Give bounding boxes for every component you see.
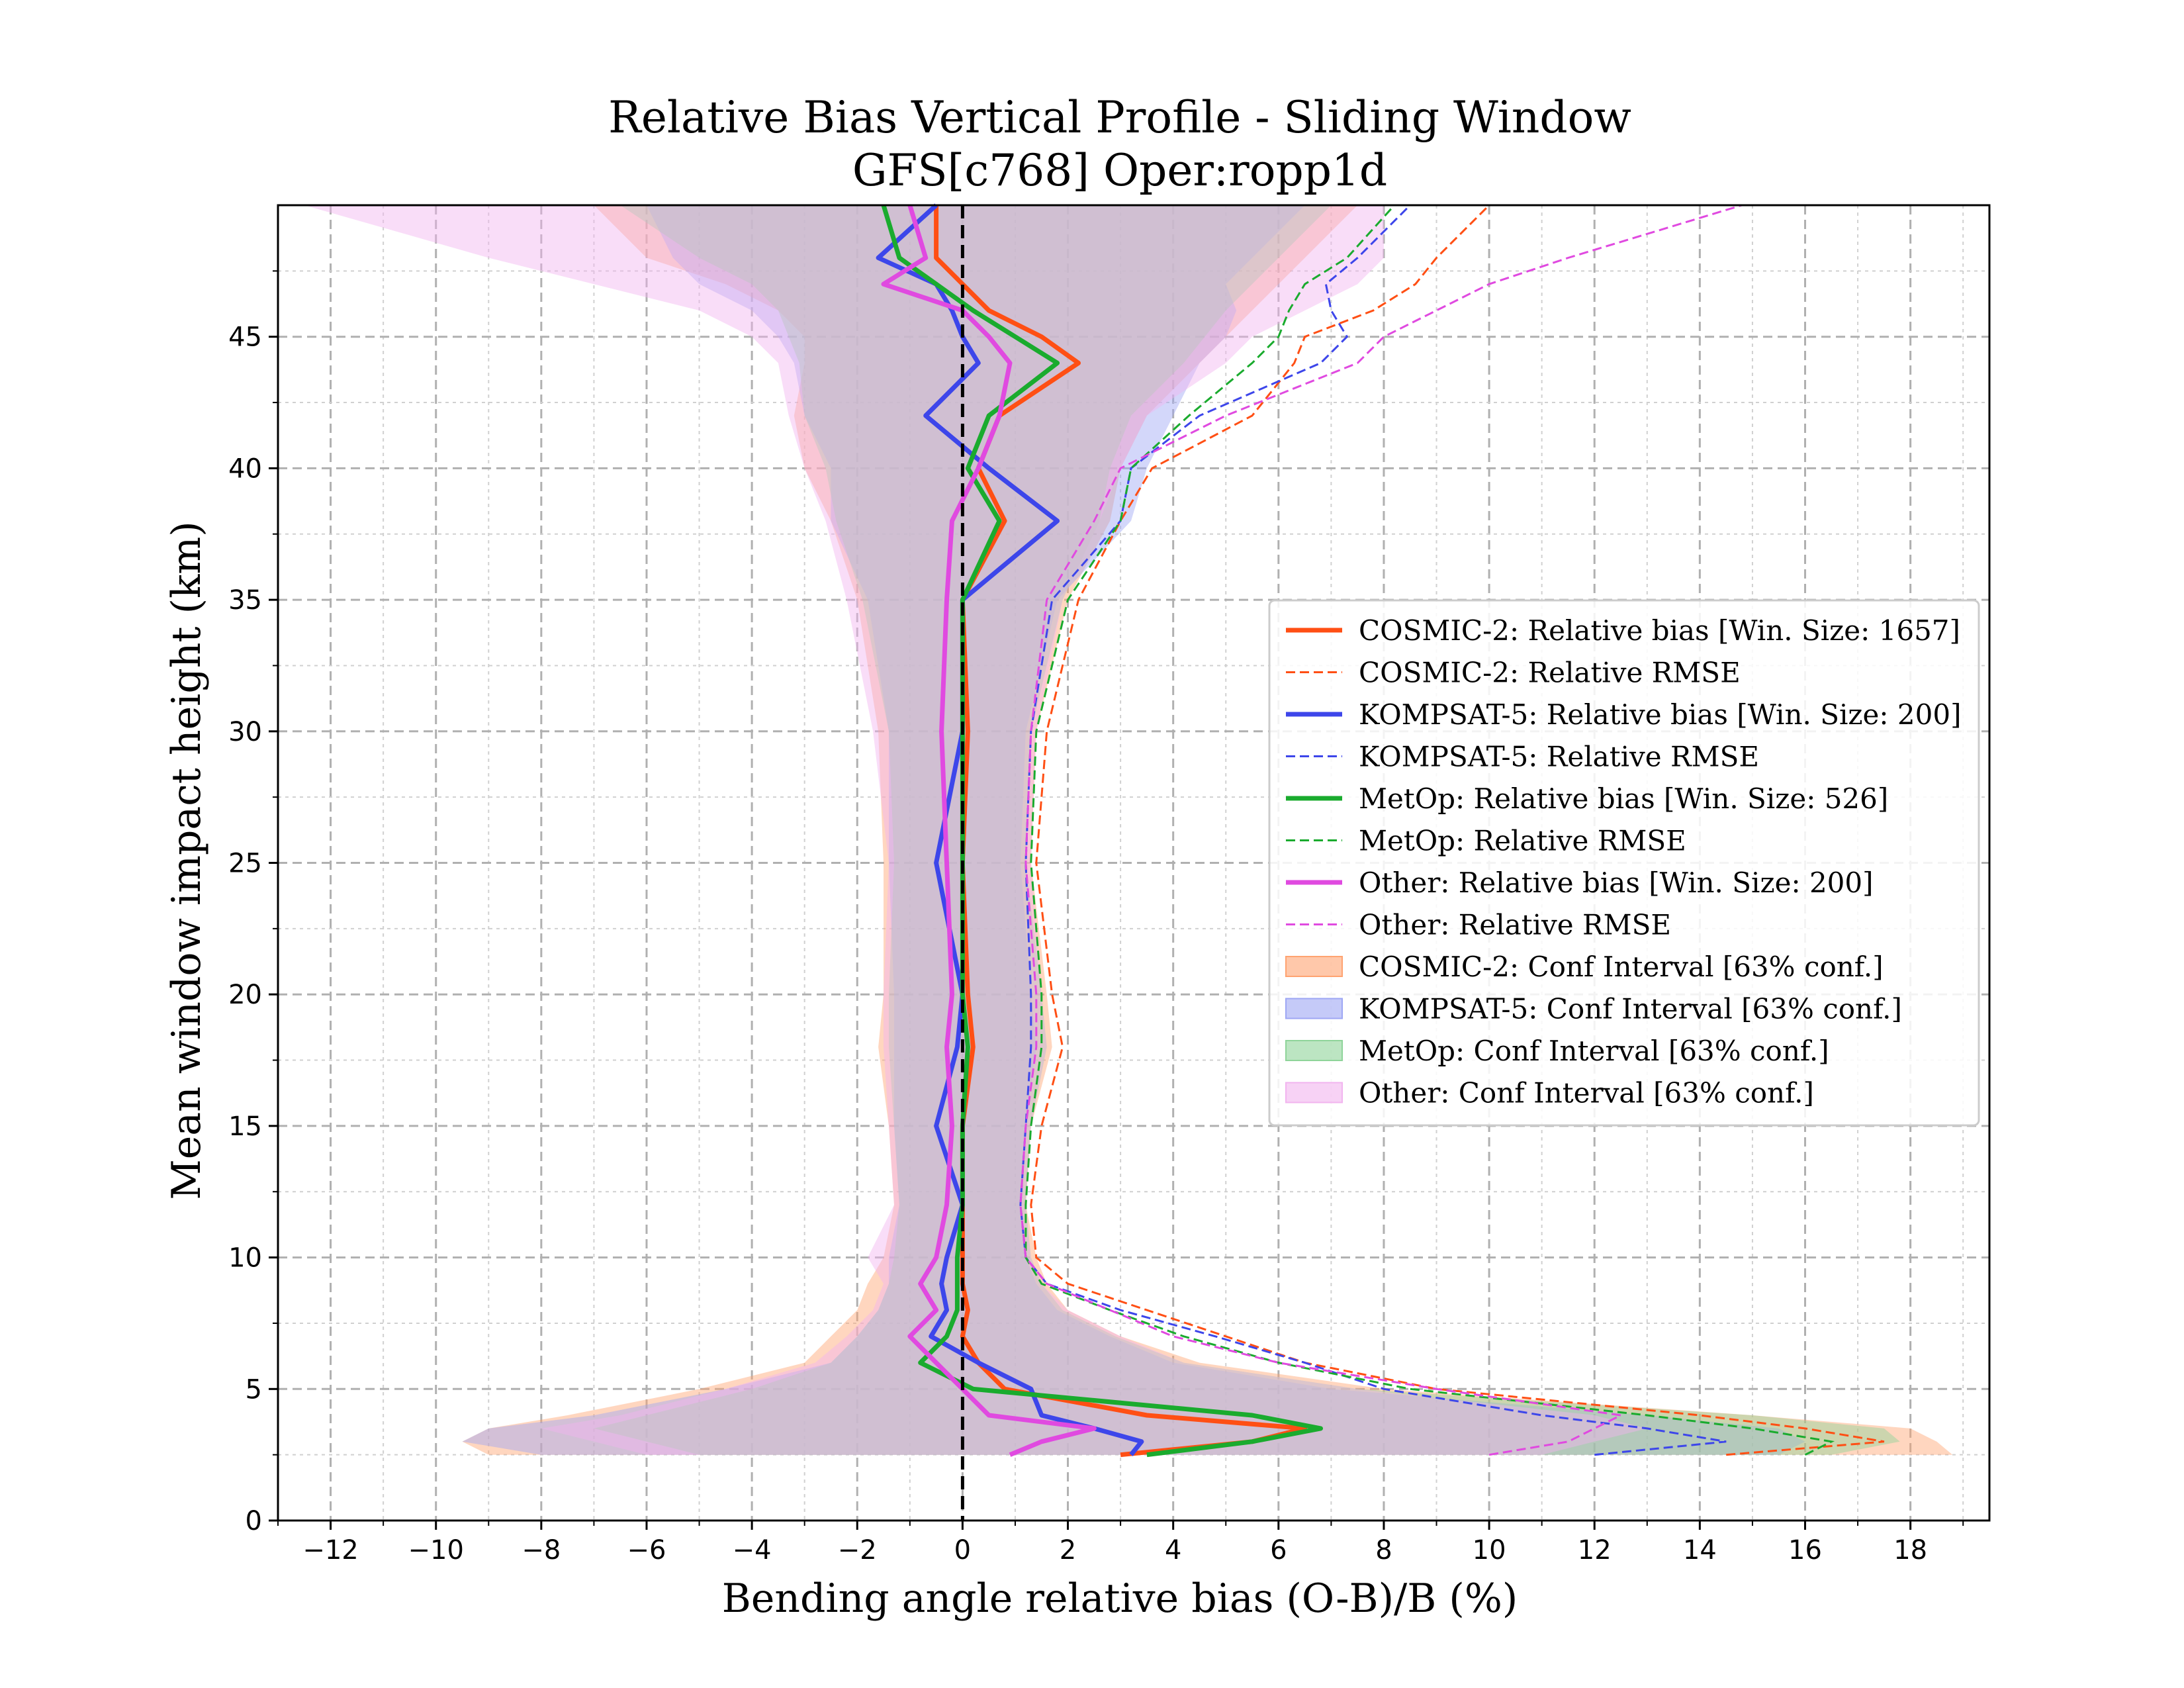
y-tick-label: 35	[228, 585, 262, 616]
legend-handle-ci	[1285, 1040, 1343, 1061]
legend-box	[1268, 599, 1980, 1127]
x-tick-label: −12	[302, 1535, 358, 1566]
y-axis-label: Mean window impact height (km)	[163, 521, 210, 1199]
x-tick-label: 4	[1165, 1535, 1181, 1566]
legend-entry-label: Other: Relative RMSE	[1359, 909, 1671, 941]
legend-entry-label: KOMPSAT-5: Conf Interval [63% conf.]	[1359, 993, 1902, 1025]
x-tick-label: 8	[1375, 1535, 1392, 1566]
rmse-line-other	[1019, 204, 1743, 1456]
legend-handle-ci	[1285, 1082, 1343, 1103]
legend-entry-label: COSMIC-2: Conf Interval [63% conf.]	[1359, 951, 1884, 983]
y-tick-label: 40	[228, 453, 262, 484]
y-tick-label: 0	[246, 1506, 262, 1536]
x-tick-label: 2	[1060, 1535, 1076, 1566]
chart-title: Relative Bias Vertical Profile - Sliding…	[608, 92, 1631, 143]
x-tick-label: 12	[1578, 1535, 1612, 1566]
y-tick-label: 15	[228, 1111, 262, 1142]
legend-entry-label: MetOp: Relative RMSE	[1359, 825, 1686, 857]
ci-band-metop	[594, 205, 1900, 1455]
legend-entry-label: KOMPSAT-5: Relative RMSE	[1359, 741, 1759, 773]
x-tick-label: 16	[1788, 1535, 1822, 1566]
legend-entry-label: MetOp: Relative bias [Win. Size: 526]	[1359, 782, 1888, 815]
confidence-intervals	[304, 205, 1953, 1455]
x-tick-label: 0	[954, 1535, 971, 1566]
legend-entry-label: COSMIC-2: Relative bias [Win. Size: 1657…	[1359, 614, 1960, 647]
y-tick-label: 10	[228, 1243, 262, 1274]
axis-ticks: −12 −10 −8 −6 −4 −2 0 2 4 6 8 10 12 14 16 18 0 5 10 15 20 25 3…	[228, 270, 1964, 1566]
x-tick-label: 14	[1683, 1535, 1717, 1566]
x-tick-label: 6	[1270, 1535, 1287, 1566]
legend-entry-label: COSMIC-2: Relative RMSE	[1359, 657, 1741, 689]
x-tick-label: 10	[1473, 1535, 1506, 1566]
legend-entry-label: MetOp: Conf Interval [63% conf.]	[1359, 1035, 1829, 1067]
legend-handle-ci	[1285, 956, 1343, 977]
x-tick-label: −8	[522, 1535, 561, 1566]
ci-band-other	[304, 205, 1647, 1455]
y-tick-label: 25	[228, 849, 262, 879]
chart-subtitle: GFS[c768] Oper:ropp1d	[852, 145, 1387, 196]
series-lines	[876, 203, 1885, 1458]
x-axis-label: Bending angle relative bias (O-B)/B (%)	[722, 1575, 1518, 1622]
bias-line-cosmic-2	[934, 205, 1308, 1458]
x-tick-label: −2	[838, 1535, 877, 1566]
x-tick-label: 18	[1893, 1535, 1927, 1566]
legend-entry-label: Other: Conf Interval [63% conf.]	[1359, 1077, 1814, 1109]
legend-entry-label: Other: Relative bias [Win. Size: 200]	[1359, 867, 1874, 899]
ci-band-cosmic-2	[462, 205, 1953, 1455]
rmse-line-kompsat-5	[1019, 204, 1727, 1456]
bias-line-other	[881, 204, 1097, 1457]
bias-line-metop	[881, 204, 1323, 1458]
x-tick-label: −10	[408, 1535, 463, 1566]
rmse-line-metop	[1024, 204, 1835, 1456]
bias-line-kompsat-5	[876, 203, 1144, 1456]
legend-handle-ci	[1285, 998, 1343, 1019]
x-tick-label: −6	[627, 1535, 666, 1566]
legend: COSMIC-2: Relative bias [Win. Size: 1657…	[1268, 599, 1980, 1127]
y-tick-label: 5	[246, 1374, 262, 1405]
legend-entry-label: KOMPSAT-5: Relative bias [Win. Size: 200…	[1359, 698, 1961, 731]
y-tick-label: 45	[228, 322, 262, 353]
y-tick-label: 30	[228, 717, 262, 747]
y-tick-label: 20	[228, 980, 262, 1010]
x-tick-label: −4	[733, 1535, 772, 1566]
ci-band-kompsat-5	[462, 205, 1805, 1455]
